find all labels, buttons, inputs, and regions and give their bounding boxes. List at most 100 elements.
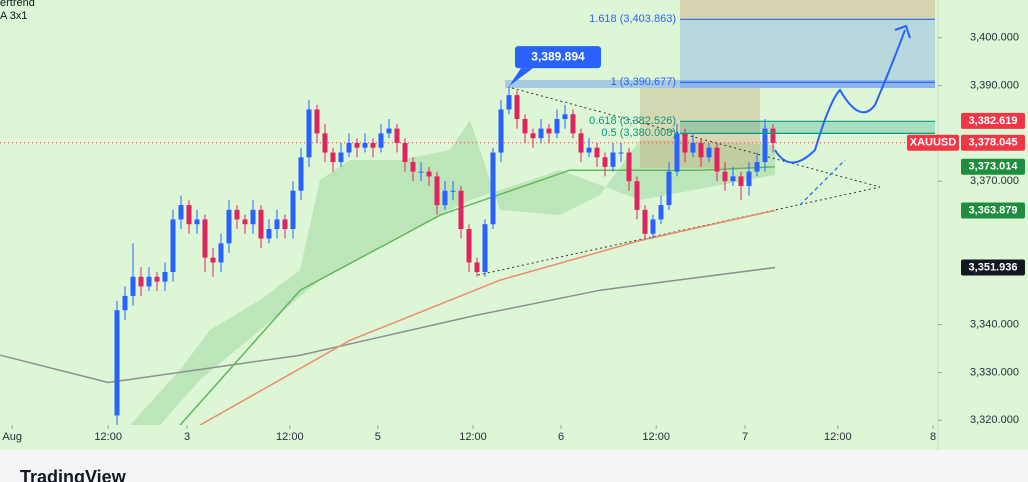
candle-body — [354, 142, 360, 148]
candle-body — [770, 128, 776, 143]
moving-average — [199, 209, 776, 425]
candle-body — [202, 219, 208, 258]
fib-label: 0.5 (3,380.008) — [601, 127, 676, 139]
candle-body — [738, 176, 744, 186]
candle-body — [658, 205, 664, 220]
candle-body — [282, 219, 288, 229]
price-tag — [961, 259, 1025, 276]
projection-arrow — [774, 29, 906, 164]
candle-body — [258, 209, 264, 239]
candle-body — [626, 152, 632, 182]
projection-arrowhead — [894, 24, 911, 39]
candle-body — [482, 224, 488, 273]
indicator-label: A 3x1 — [0, 10, 28, 22]
candle-body — [442, 190, 448, 206]
candle-body — [618, 152, 624, 154]
candle-body — [730, 176, 736, 182]
x-tick-label: 8 — [930, 431, 936, 443]
candle-body — [538, 128, 544, 139]
candle-body — [762, 128, 768, 163]
candle-body — [394, 128, 400, 143]
candle-body — [146, 276, 152, 287]
candle-body — [418, 171, 424, 173]
candle-body — [154, 276, 160, 282]
price-tag — [961, 158, 1025, 175]
candle-body — [306, 109, 312, 158]
candle-body — [722, 171, 728, 182]
candle-body — [682, 133, 688, 153]
candle-body — [162, 272, 168, 282]
candle-body — [410, 162, 416, 172]
candle-body — [746, 171, 752, 186]
price-tag — [961, 112, 1025, 129]
moving-average — [0, 266, 776, 384]
candle-body — [490, 152, 496, 225]
fib-label: 1 (3,390.677) — [611, 76, 676, 88]
candle-body — [178, 205, 184, 220]
candle-body — [386, 128, 392, 134]
candle-body — [610, 152, 616, 167]
candle-body — [378, 133, 384, 148]
candle-body — [194, 219, 200, 225]
candle-body — [362, 142, 368, 148]
candle-body — [298, 157, 304, 191]
candle-body — [714, 147, 720, 172]
candle-body — [314, 109, 320, 134]
candle-body — [210, 257, 216, 263]
y-tick-label: 3,400.000 — [970, 32, 1019, 44]
triangle-lower — [477, 186, 881, 276]
symbol-tag — [907, 134, 959, 151]
target-zone — [680, 0, 935, 20]
candle-body — [522, 119, 528, 134]
price-tag-label: 3,373.014 — [969, 161, 1019, 173]
fib-label: 0.618 (3,382.526) — [589, 115, 676, 127]
candle-body — [586, 147, 592, 153]
candle-body — [186, 205, 192, 225]
candle-body — [594, 147, 600, 158]
fib-zone — [680, 20, 935, 88]
candle-body — [290, 190, 296, 229]
candle-body — [642, 209, 648, 234]
y-tick-label: 3,340.000 — [970, 319, 1019, 331]
candle-body — [498, 109, 504, 153]
candle-body — [450, 190, 456, 192]
candle-body — [338, 152, 344, 163]
candle-body — [562, 114, 568, 120]
candle-body — [458, 190, 464, 229]
x-tick-label: 7 — [742, 431, 748, 443]
candle-body — [506, 95, 512, 110]
x-tick-label: Aug — [2, 431, 22, 443]
candle-body — [218, 243, 224, 263]
x-tick-label: 12:00 — [276, 431, 304, 443]
candle-body — [130, 276, 136, 296]
candle-body — [434, 176, 440, 206]
x-tick-label: 12:00 — [824, 431, 852, 443]
fib-label: 1.618 (3,403.863) — [589, 13, 676, 25]
candle-body — [322, 133, 328, 153]
candle-body — [274, 219, 280, 229]
price-tag-label: 3,378.045 — [969, 137, 1018, 149]
candle-body — [474, 262, 480, 273]
fib-band — [505, 80, 935, 88]
candle-body — [754, 162, 760, 172]
candle-body — [570, 114, 576, 134]
candle-body — [698, 142, 704, 158]
price-tag — [961, 134, 1025, 151]
price-tag-label: 3,363.879 — [969, 204, 1018, 216]
footer-background — [0, 450, 1028, 482]
x-tick-label: 12:00 — [642, 431, 670, 443]
x-tick-label: 6 — [558, 431, 564, 443]
price-tag — [961, 202, 1025, 219]
candle-body — [370, 142, 376, 148]
candle-body — [234, 209, 240, 220]
candle-body — [138, 276, 144, 287]
candle-body — [530, 133, 536, 139]
x-tick-label: 12:00 — [459, 431, 487, 443]
y-tick-label: 3,320.000 — [970, 414, 1019, 426]
y-tick-label: 3,370.000 — [970, 175, 1019, 187]
x-tick-label: 3 — [184, 431, 190, 443]
candle-body — [666, 171, 672, 206]
high-callout — [515, 46, 601, 69]
